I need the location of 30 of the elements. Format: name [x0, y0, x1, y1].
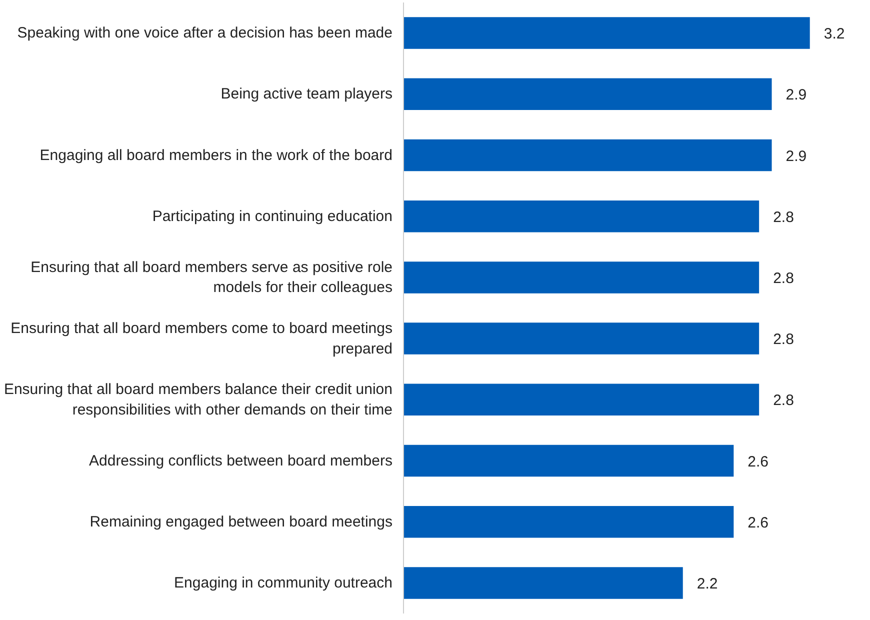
data-label: 2.8	[773, 270, 794, 287]
y-tick-label: Remaining engaged between board meetings	[90, 513, 393, 530]
y-tick-label: Ensuring that all board members serve as positive role models for their colleagues	[30, 258, 393, 296]
bar	[404, 567, 683, 599]
bar	[404, 322, 760, 354]
y-tick-label: Participating in continuing education	[152, 208, 393, 225]
data-label: 2.8	[773, 392, 794, 410]
data-label: 2.9	[786, 86, 807, 104]
y-tick-label: Ensuring that all board members balance their credit union responsibilities with other demands on their time	[4, 380, 393, 418]
bar	[404, 262, 760, 294]
y-tick-label: Engaging all board members in the work of the board	[40, 146, 393, 164]
y-tick-label: Being active team players	[220, 86, 393, 103]
data-label: 3.2	[824, 26, 845, 43]
bar	[404, 506, 734, 538]
data-label: 2.6	[748, 514, 769, 532]
data-label: 2.8	[773, 208, 794, 226]
y-tick-label: Addressing conflicts between board members	[89, 452, 393, 470]
y-tick-label: Ensuring that all board members come to board meetings prepared	[10, 320, 393, 358]
bar	[404, 139, 772, 172]
y-tick-label: Engaging in community outreach	[174, 574, 393, 592]
bar	[404, 200, 760, 232]
bar	[404, 444, 734, 477]
data-label: 2.9	[786, 148, 807, 165]
bar	[404, 78, 772, 110]
y-tick-label: Speaking with one voice after a decision has been made	[17, 24, 393, 42]
data-label: 2.2	[696, 575, 718, 592]
data-label: 2.6	[748, 453, 769, 470]
bar	[404, 384, 760, 416]
data-label: 2.8	[773, 331, 794, 348]
bar	[404, 17, 810, 49]
